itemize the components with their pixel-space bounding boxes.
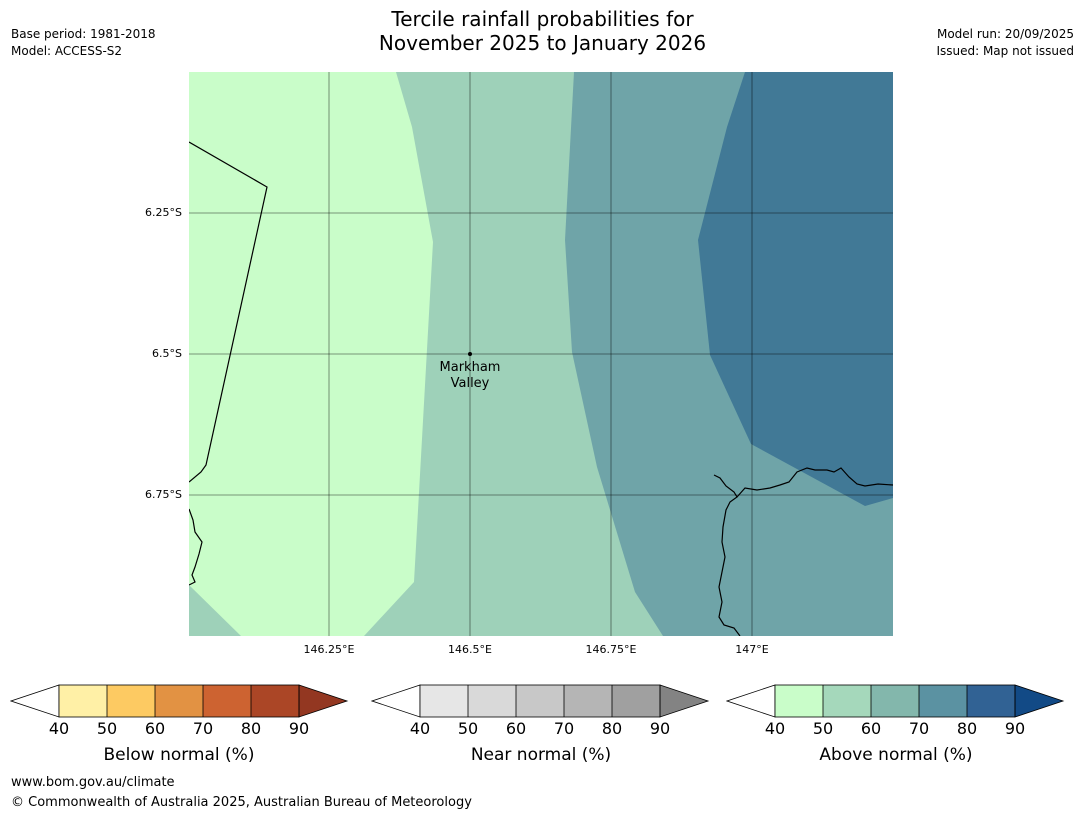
near-under-40-triangle [371, 684, 421, 718]
markham-valley-label: Markham Valley [410, 360, 530, 392]
above-tick-40: 40 [764, 719, 786, 738]
below-tick-80: 80 [240, 719, 262, 738]
above-swatch-80-90 [967, 685, 1015, 717]
huon-gulf-coastline [713, 474, 741, 636]
below-tick-90: 90 [288, 719, 310, 738]
lat-label-6-5: 6.5°S [152, 347, 182, 360]
issued-text: Issued: Map not issued [936, 44, 1074, 58]
legend-near-normal-colorbar [371, 684, 710, 718]
near-swatch-60-70 [516, 685, 564, 717]
near-swatch-40-50 [420, 685, 468, 717]
lon-label-146-75: 146.75°E [585, 643, 637, 656]
below-tick-40: 40 [48, 719, 70, 738]
boundaries [189, 141, 893, 636]
footer-url[interactable]: www.bom.gov.au/climate [11, 775, 175, 790]
legend-above-normal-title: Above normal (%) [819, 745, 973, 765]
province-border [189, 141, 268, 483]
legend-above-normal-colorbar [726, 684, 1065, 718]
header-meta-left: Base period: 1981-2018 Model: ACCESS-S2 [11, 26, 156, 60]
near-tick-90: 90 [649, 719, 671, 738]
near-swatch-70-80 [564, 685, 612, 717]
graticule [189, 72, 893, 636]
base-period-text: Base period: 1981-2018 [11, 27, 156, 41]
lat-label-6-25: 6.25°S [145, 206, 182, 219]
below-tick-60: 60 [144, 719, 166, 738]
below-under-40-triangle [10, 684, 60, 718]
lon-label-146-25: 146.25°E [303, 643, 355, 656]
below-swatch-80-90 [251, 685, 299, 717]
near-tick-40: 40 [409, 719, 431, 738]
above-swatch-40-50 [775, 685, 823, 717]
band-above-70-80 [698, 72, 893, 506]
model-run-text: Model run: 20/09/2025 [936, 27, 1074, 41]
above-swatch-50-60 [823, 685, 871, 717]
near-tick-60: 60 [505, 719, 527, 738]
near-tick-70: 70 [553, 719, 575, 738]
above-tick-80: 80 [956, 719, 978, 738]
footer-copyright: © Commonwealth of Australia 2025, Austra… [11, 795, 472, 810]
map-title: Tercile rainfall probabilities for Novem… [0, 7, 1085, 55]
huon-peninsula-coastline [736, 467, 893, 498]
near-tick-80: 80 [601, 719, 623, 738]
below-tick-70: 70 [192, 719, 214, 738]
above-tick-50: 50 [812, 719, 834, 738]
below-swatch-70-80 [203, 685, 251, 717]
west-coastline [189, 508, 203, 586]
above-swatch-60-70 [871, 685, 919, 717]
lon-label-146-5: 146.5°E [448, 643, 492, 656]
lon-label-147: 147°E [735, 643, 769, 656]
legend-below-normal-title: Below normal (%) [103, 745, 255, 765]
place-label-line-2: Valley [450, 376, 490, 391]
near-over-90-triangle [659, 684, 710, 718]
header-meta-right: Model run: 20/09/2025 Issued: Map not is… [936, 26, 1074, 60]
near-swatch-50-60 [468, 685, 516, 717]
above-under-40-triangle [726, 684, 776, 718]
title-line-2: November 2025 to January 2026 [378, 31, 707, 55]
markham-valley-marker [468, 352, 472, 356]
above-swatch-70-80 [919, 685, 967, 717]
below-swatch-50-60 [107, 685, 155, 717]
below-tick-50: 50 [96, 719, 118, 738]
below-over-90-triangle [298, 684, 349, 718]
legend-near-normal-title: Near normal (%) [470, 745, 612, 765]
near-tick-50: 50 [457, 719, 479, 738]
lat-label-6-75: 6.75°S [145, 488, 182, 501]
below-swatch-40-50 [59, 685, 107, 717]
above-tick-70: 70 [908, 719, 930, 738]
below-swatch-60-70 [155, 685, 203, 717]
probability-map[interactable] [189, 72, 893, 636]
title-line-1: Tercile rainfall probabilities for [391, 7, 694, 31]
model-text: Model: ACCESS-S2 [11, 44, 123, 58]
above-over-90-triangle [1014, 684, 1065, 718]
place-label-line-1: Markham [439, 360, 501, 375]
near-swatch-80-90 [612, 685, 660, 717]
legend-below-normal-colorbar [10, 684, 349, 718]
above-tick-90: 90 [1004, 719, 1026, 738]
above-tick-60: 60 [860, 719, 882, 738]
